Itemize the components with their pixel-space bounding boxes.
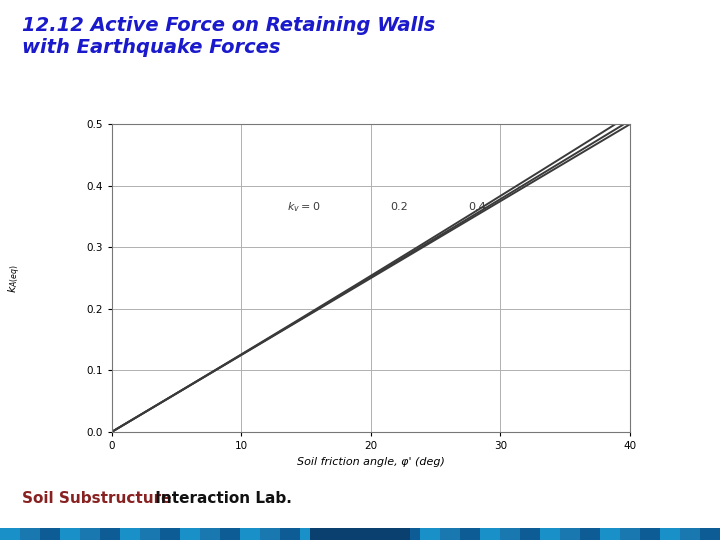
Bar	[320, 528, 340, 540]
Bar	[520, 528, 540, 540]
Bar	[40, 528, 60, 540]
Bar	[260, 528, 280, 540]
Bar	[400, 528, 420, 540]
Bar	[100, 528, 120, 540]
Bar	[360, 528, 380, 540]
Bar	[620, 528, 640, 540]
Text: 0.2: 0.2	[390, 202, 408, 212]
Bar	[0, 528, 20, 540]
Bar	[160, 528, 180, 540]
Bar	[640, 528, 660, 540]
Text: $k_{A(eq)}$: $k_{A(eq)}$	[6, 264, 22, 293]
Bar	[300, 528, 320, 540]
Text: 0.4: 0.4	[468, 202, 486, 212]
Text: Soil Substructure: Soil Substructure	[22, 491, 171, 507]
Text: Interaction Lab.: Interaction Lab.	[150, 491, 292, 507]
Bar	[660, 528, 680, 540]
Bar	[120, 528, 140, 540]
Bar	[80, 528, 100, 540]
Bar	[420, 528, 440, 540]
Bar	[180, 528, 200, 540]
X-axis label: Soil friction angle, φ' (deg): Soil friction angle, φ' (deg)	[297, 457, 445, 467]
Text: $k_v = 0$: $k_v = 0$	[287, 200, 320, 214]
Bar	[310, 528, 410, 540]
Bar	[460, 528, 480, 540]
Bar	[280, 528, 300, 540]
Bar	[240, 528, 260, 540]
Bar	[220, 528, 240, 540]
Bar	[540, 528, 560, 540]
Bar	[560, 528, 580, 540]
Bar	[140, 528, 160, 540]
Bar	[480, 528, 500, 540]
Bar	[580, 528, 600, 540]
Bar	[380, 528, 400, 540]
Bar	[20, 528, 40, 540]
Bar	[700, 528, 720, 540]
Text: 12.12 Active Force on Retaining Walls
with Earthquake Forces: 12.12 Active Force on Retaining Walls wi…	[22, 16, 435, 57]
Bar	[340, 528, 360, 540]
Bar	[440, 528, 460, 540]
Bar	[200, 528, 220, 540]
Bar	[60, 528, 80, 540]
Bar	[680, 528, 700, 540]
Bar	[600, 528, 620, 540]
Bar	[500, 528, 520, 540]
